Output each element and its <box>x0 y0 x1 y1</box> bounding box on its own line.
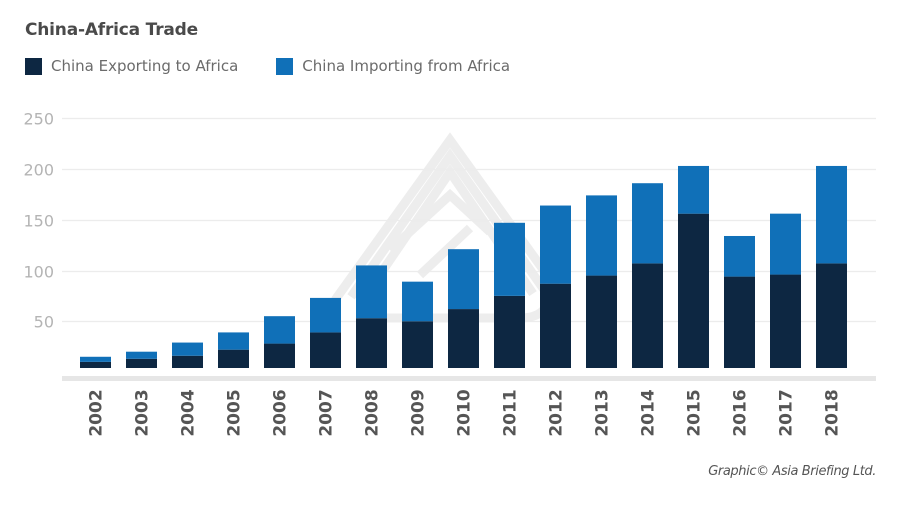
bars <box>80 165 847 368</box>
legend-swatch-imports <box>276 57 294 75</box>
x-tick-label: 2010 <box>455 389 475 436</box>
legend-item-exports: China Exporting to Africa <box>25 57 238 75</box>
y-tick-label: 150 <box>23 212 54 231</box>
x-tick-label: 2002 <box>87 389 107 436</box>
bar-exports <box>264 343 295 368</box>
bar-imports <box>448 249 479 310</box>
x-tick-label: 2004 <box>179 389 199 436</box>
x-axis-ticks: 2002 2003 2004 2005 2006 2007 2008 2009 2010 2011… <box>87 389 843 436</box>
bar-exports <box>770 274 801 368</box>
bar-exports <box>724 276 755 368</box>
legend: China Exporting to Africa China Importin… <box>25 57 548 75</box>
credit-text: Graphic© Asia Briefing Ltd. <box>708 464 876 479</box>
bar-exports <box>126 358 157 368</box>
bar-exports <box>172 355 203 368</box>
bar-exports <box>678 213 709 368</box>
bar-exports <box>356 318 387 368</box>
bar-imports <box>540 205 571 284</box>
bar-exports <box>586 275 617 368</box>
bar-exports <box>402 321 433 368</box>
y-tick-label: 50 <box>34 313 54 332</box>
legend-label-imports: China Importing from Africa <box>302 57 511 75</box>
x-tick-label: 2009 <box>409 389 429 436</box>
bar-imports <box>402 281 433 322</box>
bar-imports <box>770 213 801 275</box>
x-tick-label: 2016 <box>731 389 751 436</box>
bar-imports <box>586 195 617 276</box>
x-tick-label: 2014 <box>639 389 659 436</box>
bar-imports <box>80 356 111 362</box>
bar-exports <box>494 295 525 368</box>
x-tick-label: 2011 <box>501 389 521 436</box>
bar-exports <box>310 332 341 368</box>
legend-item-imports: China Importing from Africa <box>276 57 510 75</box>
bar-imports <box>724 235 755 277</box>
bar-imports <box>356 265 387 319</box>
bar-exports <box>218 349 249 368</box>
x-tick-label: 2013 <box>593 389 613 436</box>
bar-imports <box>218 332 249 350</box>
bar-exports <box>632 263 663 368</box>
bar-exports <box>540 283 571 368</box>
x-tick-label: 2006 <box>271 389 291 436</box>
y-axis-ticks: 50 100 150 200 250 <box>23 110 54 332</box>
y-tick-label: 200 <box>23 161 54 180</box>
bar-imports <box>494 222 525 296</box>
legend-label-exports: China Exporting to Africa <box>51 57 239 75</box>
x-tick-label: 2017 <box>777 389 797 436</box>
bar-imports <box>172 342 203 356</box>
bar-imports <box>678 165 709 214</box>
legend-swatch-exports <box>25 57 42 75</box>
bar-imports <box>632 183 663 264</box>
x-tick-label: 2015 <box>685 389 705 436</box>
x-tick-label: 2005 <box>225 389 245 436</box>
bar-imports <box>126 351 157 359</box>
x-tick-label: 2003 <box>133 389 153 436</box>
y-tick-label: 250 <box>23 110 54 129</box>
watermark-stroke <box>331 132 569 303</box>
x-tick-label: 2018 <box>823 389 843 436</box>
bar-exports <box>80 361 111 368</box>
bar-imports <box>264 316 295 344</box>
bar-exports <box>448 309 479 368</box>
x-axis-line <box>62 376 876 381</box>
x-tick-label: 2008 <box>363 389 383 436</box>
y-tick-label: 100 <box>23 263 54 282</box>
x-tick-label: 2012 <box>547 389 567 436</box>
bar-imports <box>816 165 847 264</box>
bar-exports <box>816 263 847 368</box>
bar-imports <box>310 297 341 333</box>
chart-title: China-Africa Trade <box>25 20 198 40</box>
x-tick-label: 2007 <box>317 389 337 436</box>
